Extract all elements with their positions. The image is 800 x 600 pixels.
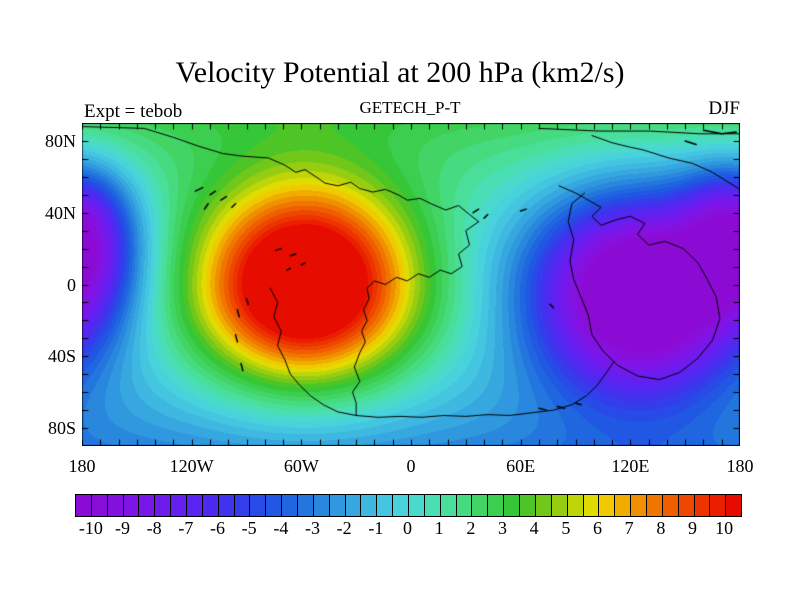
colorbar-tick-label: 8 <box>656 518 666 538</box>
colorbar-cell <box>471 495 488 516</box>
colorbar-cell <box>550 495 567 516</box>
x-tick-label: 120E <box>611 456 650 476</box>
y-tick-label: 40N <box>45 202 76 223</box>
colorbar-cell <box>297 495 313 516</box>
colorbar-cell <box>566 495 583 516</box>
colorbar-cell <box>661 495 678 516</box>
colorbar-cell <box>408 495 424 516</box>
colorbar-cell <box>534 495 551 516</box>
colorbar-tick-label: 5 <box>561 518 571 538</box>
colorbar-cell <box>90 495 107 516</box>
colorbar-tick-label: -3 <box>305 518 320 538</box>
colorbar-cell <box>614 495 631 516</box>
colorbar-tick-label: 2 <box>466 518 476 538</box>
colorbar-tick-label: -6 <box>210 518 225 538</box>
y-tick-label: 80N <box>45 130 76 151</box>
colorbar-cell <box>630 495 646 516</box>
y-tick-label: 40S <box>47 346 76 367</box>
colorbar-cell <box>645 495 662 516</box>
colorbar-tick-label: -1 <box>368 518 384 538</box>
x-tick-label: 120W <box>169 456 214 476</box>
colorbar-cell <box>249 495 266 516</box>
colorbar-cell <box>709 495 726 516</box>
y-tick-label: 80S <box>47 418 76 439</box>
colorbar-tick-label: -9 <box>115 518 130 538</box>
colorbar-cell <box>138 495 155 516</box>
colorbar-cell <box>487 495 504 516</box>
x-tick-label: 60W <box>283 456 319 476</box>
colorbar-cell <box>154 495 171 516</box>
x-tick-label: 0 <box>406 456 416 476</box>
experiment-label: Expt = tebob <box>84 101 183 122</box>
colorbar-cell <box>725 495 742 516</box>
colorbar-cell <box>265 495 282 516</box>
x-tick-label: 180 <box>726 456 754 476</box>
colorbar-tick-label: 3 <box>498 518 507 538</box>
colorbar-tick-label: 0 <box>403 518 412 538</box>
colorbar-cell <box>186 495 202 516</box>
colorbar-cell <box>519 495 535 516</box>
colorbar-tick-label: 1 <box>434 518 444 538</box>
colorbar-cell <box>312 495 329 516</box>
colorbar-tick-label: 7 <box>624 518 634 538</box>
colorbar-cell <box>503 495 520 516</box>
colorbar-cell <box>217 495 234 516</box>
colorbar-cell <box>281 495 298 516</box>
colorbar <box>75 494 742 517</box>
colorbar-cell <box>423 495 440 516</box>
colorbar-cell <box>582 495 599 516</box>
colorbar-cell <box>439 495 456 516</box>
colorbar-cell <box>344 495 361 516</box>
colorbar-cell <box>360 495 377 516</box>
colorbar-tick-label: 4 <box>529 518 539 538</box>
x-tick-label: 180 <box>68 456 96 476</box>
colorbar-cell <box>376 495 393 516</box>
colorbar-cell <box>455 495 472 516</box>
colorbar-tick-label: -5 <box>241 518 257 538</box>
x-tick-label: 60E <box>506 456 536 476</box>
velocity-potential-map <box>82 123 740 446</box>
y-tick-label: 0 <box>67 274 76 295</box>
colorbar-tick-label: -8 <box>146 518 162 538</box>
season-label: DJF <box>708 98 740 119</box>
colorbar-tick-label: -10 <box>78 518 103 538</box>
colorbar-tick-label: -7 <box>178 518 194 538</box>
colorbar-cell <box>328 495 345 516</box>
colorbar-cell <box>693 495 710 516</box>
colorbar-tick-label: 6 <box>593 518 602 538</box>
colorbar-cell <box>677 495 694 516</box>
colorbar-cell <box>106 495 123 516</box>
colorbar-cell <box>233 495 250 516</box>
model-label: GETECH_P-T <box>359 98 461 117</box>
colorbar-cell <box>201 495 218 516</box>
page-title: Velocity Potential at 200 hPa (km2/s) <box>175 56 625 89</box>
colorbar-cell <box>76 495 91 516</box>
colorbar-cell <box>598 495 615 516</box>
colorbar-cell <box>122 495 139 516</box>
colorbar-cell <box>392 495 409 516</box>
colorbar-tick-label: -2 <box>336 518 352 538</box>
colorbar-tick-label: -4 <box>273 518 289 538</box>
colorbar-cell <box>170 495 187 516</box>
colorbar-tick-label: 10 <box>715 518 734 538</box>
colorbar-tick-label: 9 <box>688 518 697 538</box>
